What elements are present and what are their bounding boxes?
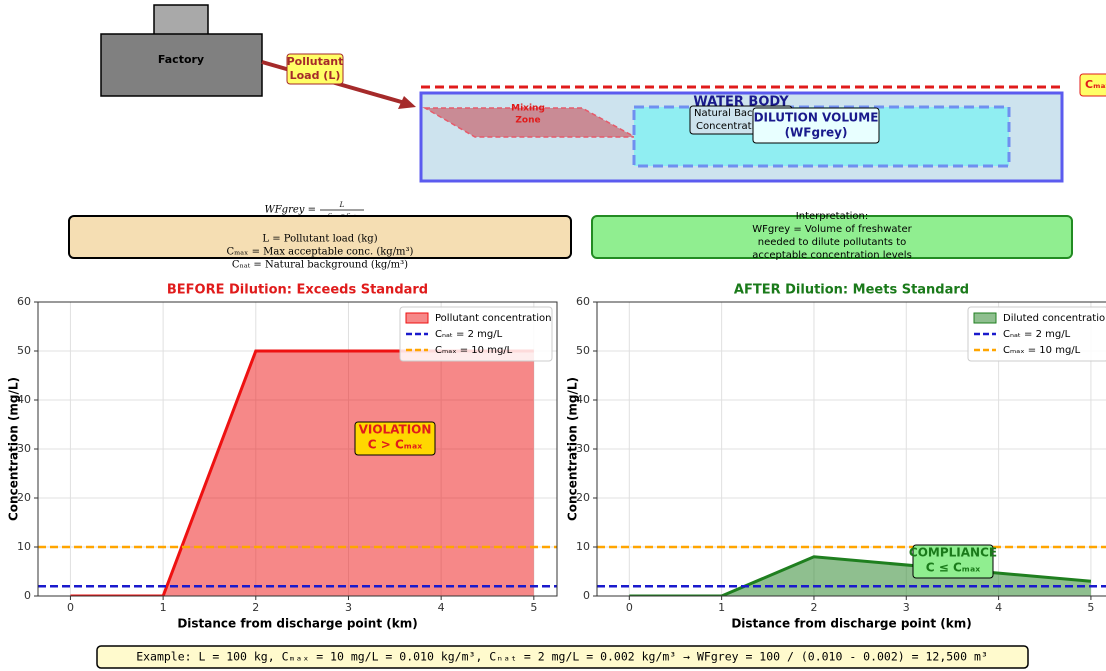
y-axis-label: Concentration (mg/L) bbox=[7, 377, 21, 521]
interpretation: WFgrey = Volume of freshwater bbox=[752, 224, 912, 235]
load-box bbox=[286, 53, 344, 85]
plot-frame bbox=[596, 301, 1106, 597]
annotation: COMPLIANCE bbox=[909, 546, 997, 560]
formula-numerator: L bbox=[339, 201, 345, 209]
interpretation: needed to dilute pollutants to bbox=[758, 237, 906, 248]
y-tick-label: 30 bbox=[576, 442, 590, 455]
footer-box bbox=[96, 645, 1029, 669]
y-tick-label: 30 bbox=[17, 442, 31, 455]
mixing-zone-label: Zone bbox=[515, 116, 540, 126]
interpretation-box bbox=[591, 215, 1073, 259]
area-fill bbox=[70, 351, 534, 596]
plot bbox=[38, 349, 557, 596]
legend-label: Pollutant concentration bbox=[435, 313, 551, 324]
legend-label: Cₘₐₓ = 10 mg/L bbox=[1003, 345, 1081, 356]
x-tick-label: 3 bbox=[345, 601, 352, 614]
y-tick-label: 40 bbox=[17, 393, 31, 406]
cmax-label: Cₘₐₓ bbox=[1085, 78, 1106, 91]
x-axis-label: Distance from discharge point (km) bbox=[177, 617, 417, 631]
cmax-box bbox=[1079, 73, 1106, 97]
definition: Cₘₐₓ = Max acceptable conc. (kg/m³) bbox=[227, 247, 414, 258]
x-tick-label: 1 bbox=[160, 601, 167, 614]
x-tick-label: 0 bbox=[626, 601, 633, 614]
chart-title: BEFORE Dilution: Exceeds Standard bbox=[167, 283, 428, 298]
y-tick-label: 50 bbox=[17, 344, 31, 357]
legend-label: Cₙₐₜ = 2 mg/L bbox=[1003, 329, 1071, 340]
x-axis-label: Distance from discharge point (km) bbox=[731, 617, 971, 631]
plot-frame bbox=[37, 301, 558, 597]
interpretation: Interpretation: bbox=[796, 211, 868, 222]
legend-label: Cₘₐₓ = 10 mg/L bbox=[435, 345, 513, 356]
x-tick-label: 2 bbox=[252, 601, 259, 614]
legend-box bbox=[399, 306, 553, 362]
y-tick-label: 0 bbox=[583, 589, 590, 602]
annotation-box bbox=[354, 421, 436, 456]
x-tick-label: 5 bbox=[1087, 601, 1094, 614]
y-tick-label: 40 bbox=[576, 393, 590, 406]
chart-title: AFTER Dilution: Meets Standard bbox=[734, 283, 969, 298]
x-tick-label: 1 bbox=[718, 601, 725, 614]
annotation-box bbox=[912, 544, 994, 579]
annotation: C ≤ Cₘₐₓ bbox=[926, 561, 980, 575]
chimney bbox=[153, 4, 209, 36]
x-tick-label: 5 bbox=[530, 601, 537, 614]
dilution-label: (WFgrey) bbox=[785, 126, 848, 140]
y-tick-label: 10 bbox=[17, 540, 31, 553]
factory-box bbox=[100, 33, 263, 97]
legend-swatch bbox=[973, 312, 997, 324]
factory-label: Factory bbox=[158, 53, 204, 66]
y-tick-label: 0 bbox=[24, 589, 31, 602]
y-tick-label: 20 bbox=[17, 491, 31, 504]
load-label: Pollutant bbox=[287, 55, 344, 68]
annotation: C > Cₘₐₓ bbox=[368, 438, 422, 452]
legend-label: Cₙₐₜ = 2 mg/L bbox=[435, 329, 503, 340]
y-tick-label: 20 bbox=[576, 491, 590, 504]
definition: Cₙₐₜ = Natural background (kg/m³) bbox=[232, 260, 408, 271]
background-label: Concentration bbox=[696, 121, 767, 132]
x-tick-label: 4 bbox=[995, 601, 1002, 614]
footer: Example: L = 100 kg, Cₘₐₓ = 10 mg/L = 0.… bbox=[136, 650, 988, 664]
x-tick-label: 3 bbox=[903, 601, 910, 614]
annotation: VIOLATION bbox=[359, 423, 432, 437]
dilution-label: DILUTION VOLUME bbox=[754, 111, 879, 125]
plot bbox=[597, 545, 1106, 596]
definition: L = Pollutant load (kg) bbox=[262, 234, 377, 245]
y-tick-label: 10 bbox=[576, 540, 590, 553]
background-label: Natural Background bbox=[694, 108, 794, 119]
formula-lhs: WFgrey = bbox=[264, 205, 316, 216]
arrow-head bbox=[398, 96, 416, 109]
area-line bbox=[70, 349, 534, 596]
legend-box bbox=[967, 306, 1106, 362]
interpretation: acceptable concentration levels bbox=[752, 250, 912, 261]
load-label: Load (L) bbox=[290, 69, 341, 82]
definitions-box bbox=[68, 215, 572, 259]
y-tick-label: 60 bbox=[17, 295, 31, 308]
y-tick-label: 50 bbox=[576, 344, 590, 357]
mixing-zone-label: Mixing bbox=[511, 104, 545, 114]
y-tick-label: 60 bbox=[576, 295, 590, 308]
x-tick-label: 0 bbox=[67, 601, 74, 614]
x-tick-label: 2 bbox=[810, 601, 817, 614]
legend-label: Diluted concentration bbox=[1003, 313, 1106, 324]
dilution-box bbox=[752, 107, 880, 144]
y-axis-label: Concentration (mg/L) bbox=[566, 377, 580, 521]
legend-swatch bbox=[405, 312, 429, 324]
x-tick-label: 4 bbox=[438, 601, 445, 614]
